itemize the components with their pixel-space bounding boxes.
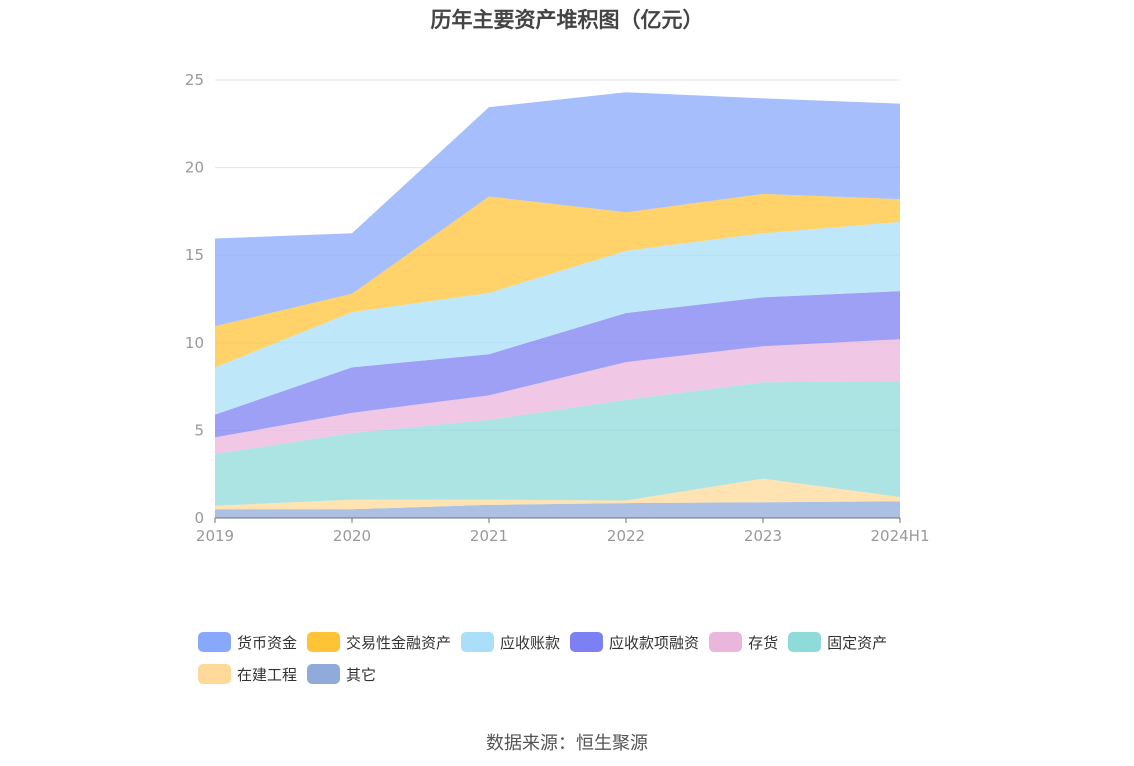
area-其它 [215,501,900,518]
area-交易性金融资产 [215,193,900,368]
legend-item[interactable]: 应收账款 [461,631,560,653]
legend-swatch [788,632,822,652]
x-tick-label: 2024H1 [871,527,930,545]
area-货币资金 [215,92,900,327]
area-series [215,92,900,518]
legend-label: 存货 [748,633,779,652]
chart-title: 历年主要资产堆积图（亿元） [430,8,704,32]
y-tick-label: 20 [185,159,204,177]
legend-label: 应收款项融资 [609,633,700,652]
y-tick-label: 5 [194,421,204,439]
legend-swatch [570,632,604,652]
legend-item[interactable]: 存货 [709,631,778,653]
legend-swatch [709,632,743,652]
x-tick-label: 2021 [470,527,508,545]
legend-item[interactable]: 货币资金 [198,631,297,653]
area-应收款项融资 [215,291,900,438]
legend-swatch [461,632,495,652]
y-tick-label: 25 [185,71,204,89]
legend-item[interactable]: 其它 [307,663,376,685]
legend-label: 交易性金融资产 [346,633,452,652]
legend-swatch [198,632,231,652]
y-tick-label: 15 [185,246,204,264]
y-tick-label: 0 [194,509,204,527]
legend-label: 在建工程 [237,665,298,684]
area-固定资产 [215,381,900,506]
y-tick-label: 10 [185,334,204,352]
x-tick-label: 2023 [744,527,782,545]
legend-swatch [307,632,341,652]
legend-swatch [198,664,231,684]
legend-label: 固定资产 [827,633,888,652]
x-tick-label: 2020 [333,527,371,545]
legend-item[interactable]: 应收款项融资 [570,631,699,653]
x-tick-label: 2019 [196,527,234,545]
legend-swatch [307,664,341,684]
axes: 0 5 10 15 20 25 2019 2020 2021 2022 2023 2024H1 [185,71,930,545]
legend-label: 应收账款 [500,633,561,652]
legend-item[interactable]: 在建工程 [198,663,297,685]
chart-area: 0 5 10 15 20 25 2019 2020 2021 2022 2023 2024H1 [185,71,930,545]
area-应收账款 [215,221,900,415]
x-tick-label: 2022 [607,527,645,545]
legend-label: 货币资金 [237,633,298,652]
legend-label: 其它 [346,665,377,684]
area-在建工程 [215,478,900,510]
area-存货 [215,339,900,455]
legend: 货币资金 交易性金融资产 应收账款 应收款项融资 存货 固定资产在建工程 其它 [198,631,958,695]
legend-item[interactable]: 固定资产 [788,631,887,653]
data-source: 数据来源：恒生聚源 [486,733,648,754]
legend-item[interactable]: 交易性金融资产 [307,631,451,653]
